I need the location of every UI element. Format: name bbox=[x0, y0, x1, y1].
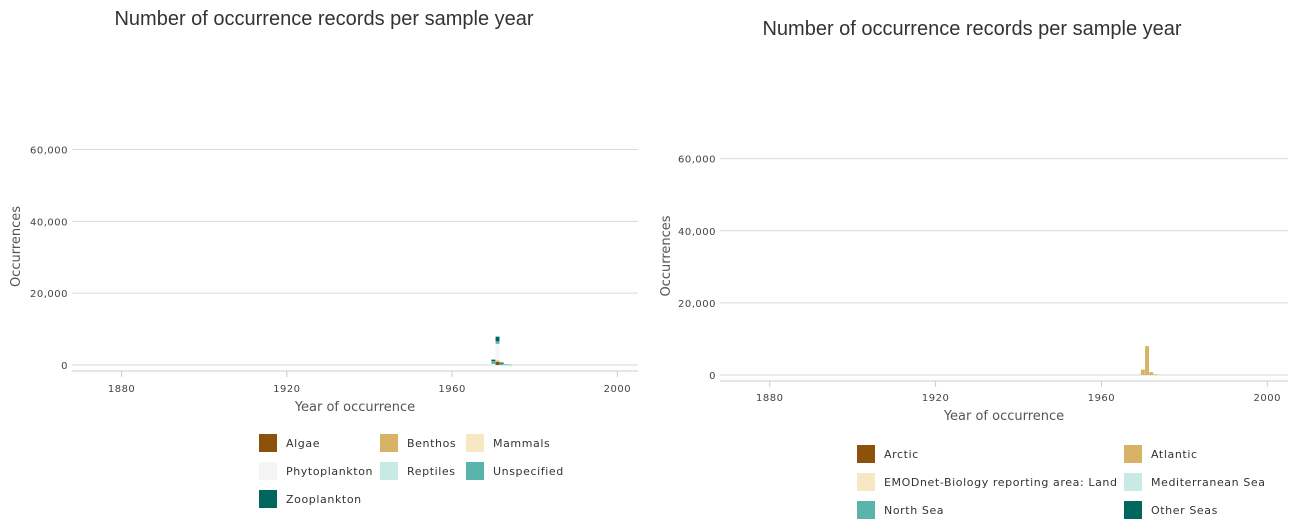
legend-label: Other Seas bbox=[1151, 503, 1218, 517]
legend-label: North Sea bbox=[884, 503, 945, 517]
y-tick-label: 40,000 bbox=[30, 217, 68, 228]
legend-swatch bbox=[1124, 473, 1142, 491]
y-tick-label: 0 bbox=[61, 361, 68, 372]
bar-segment-phytoplankton[interactable] bbox=[491, 363, 496, 365]
legend-swatch bbox=[380, 434, 398, 452]
legend-item[interactable]: Other Seas bbox=[1124, 501, 1218, 519]
legend-label: Atlantic bbox=[1151, 447, 1198, 461]
legend-label: Zooplankton bbox=[286, 492, 362, 506]
legend-swatch bbox=[259, 490, 277, 508]
legend-swatch bbox=[259, 462, 277, 480]
x-tick-label: 1960 bbox=[438, 384, 465, 395]
bar-segment-unspecified[interactable] bbox=[491, 361, 496, 364]
y-axis-label: Occurrences bbox=[659, 215, 674, 296]
legend-label: Unspecified bbox=[493, 464, 564, 478]
bar-segment-zooplankton[interactable] bbox=[499, 362, 504, 364]
y-tick-label: 40,000 bbox=[678, 227, 716, 238]
legend-item[interactable]: Reptiles bbox=[380, 462, 456, 480]
chart-panel-right: Number of occurrence records per sample … bbox=[648, 0, 1296, 522]
bar-segment-zooplankton[interactable] bbox=[495, 336, 500, 342]
legend-label: Algae bbox=[286, 436, 321, 450]
bar-segment-unspecified[interactable] bbox=[495, 341, 500, 344]
legend-item[interactable]: Algae bbox=[259, 434, 320, 452]
bar-segment-atlantic[interactable] bbox=[1149, 372, 1154, 375]
bar-segment-zooplankton[interactable] bbox=[491, 359, 496, 362]
y-tick-label: 20,000 bbox=[678, 299, 716, 310]
chart-plot-area: 0 20,000 40,000 60,000 1880 1920 1960 2000 Year … bbox=[659, 155, 1288, 424]
x-tick-label: 1880 bbox=[756, 393, 783, 404]
legend-item[interactable]: Unspecified bbox=[466, 462, 564, 480]
y-tick-label: 60,000 bbox=[30, 146, 68, 157]
legend-swatch bbox=[466, 462, 484, 480]
legend-label: Phytoplankton bbox=[286, 464, 374, 478]
legend-item[interactable]: Zooplankton bbox=[259, 490, 362, 508]
legend-item[interactable]: North Sea bbox=[857, 501, 944, 519]
legend-label: Arctic bbox=[884, 447, 919, 461]
legend-item[interactable]: Arctic bbox=[857, 445, 919, 463]
x-tick-label: 1920 bbox=[922, 393, 949, 404]
legend-item[interactable]: Benthos bbox=[380, 434, 456, 452]
legend-label: Mediterranean Sea bbox=[1151, 475, 1266, 489]
legend-swatch bbox=[1124, 445, 1142, 463]
legend-label: EMODnet-Biology reporting area: Land bbox=[884, 475, 1118, 489]
bar-segment-unspecified[interactable] bbox=[499, 363, 504, 365]
y-tick-label: 20,000 bbox=[30, 289, 68, 300]
chart-title: Number of occurrence records per sample … bbox=[762, 18, 1182, 40]
y-tick-label: 0 bbox=[709, 371, 716, 382]
x-axis-label: Year of occurrence bbox=[943, 409, 1064, 424]
x-tick-label: 1920 bbox=[273, 384, 300, 395]
legend-item[interactable]: EMODnet-Biology reporting area: Land bbox=[857, 473, 1118, 491]
y-axis-label: Occurrences bbox=[9, 206, 24, 287]
x-tick-label: 1880 bbox=[108, 384, 135, 395]
legend-swatch bbox=[259, 434, 277, 452]
legend-item[interactable]: Phytoplankton bbox=[259, 462, 373, 480]
legend-swatch bbox=[380, 462, 398, 480]
bar-segment-unspecified[interactable] bbox=[503, 364, 508, 366]
legend-swatch bbox=[857, 501, 875, 519]
bar-segment-phytoplankton[interactable] bbox=[495, 343, 500, 360]
legend-swatch bbox=[857, 473, 875, 491]
chart-legend: Arctic Atlantic EMODnet-Biology reporting … bbox=[857, 445, 1287, 525]
x-tick-label: 2000 bbox=[604, 384, 631, 395]
legend-swatch bbox=[466, 434, 484, 452]
legend-item[interactable]: Mediterranean Sea bbox=[1124, 473, 1266, 491]
bar-segment-unspecified[interactable] bbox=[507, 364, 512, 366]
x-tick-label: 2000 bbox=[1254, 393, 1281, 404]
legend-item[interactable]: Mammals bbox=[466, 434, 550, 452]
legend-swatch bbox=[857, 445, 875, 463]
x-axis-label: Year of occurrence bbox=[294, 400, 415, 415]
bar-segment-benthos[interactable] bbox=[495, 360, 500, 362]
legend-item[interactable]: Atlantic bbox=[1124, 445, 1198, 463]
bar-segment-atlantic[interactable] bbox=[1145, 346, 1150, 375]
chart-legend: Algae Benthos Mammals Phytoplankton Reptiles… bbox=[259, 434, 639, 514]
chart-title: Number of occurrence records per sample … bbox=[114, 8, 534, 30]
x-tick-label: 1960 bbox=[1088, 393, 1115, 404]
legend-label: Mammals bbox=[493, 436, 551, 450]
legend-label: Benthos bbox=[407, 436, 457, 450]
y-tick-label: 60,000 bbox=[678, 155, 716, 166]
bar-segment-algae[interactable] bbox=[495, 361, 500, 365]
bar-segment-atlantic[interactable] bbox=[1140, 369, 1145, 375]
legend-swatch bbox=[1124, 501, 1142, 519]
legend-label: Reptiles bbox=[407, 464, 456, 478]
chart-panel-left: Number of occurrence records per sample … bbox=[0, 0, 648, 522]
chart-plot-area: 0 20,000 40,000 60,000 1880 1920 1960 2000 Year … bbox=[9, 146, 638, 415]
bar-segment-mammals[interactable] bbox=[495, 359, 500, 361]
bar-segment-atlantic[interactable] bbox=[1153, 374, 1158, 376]
